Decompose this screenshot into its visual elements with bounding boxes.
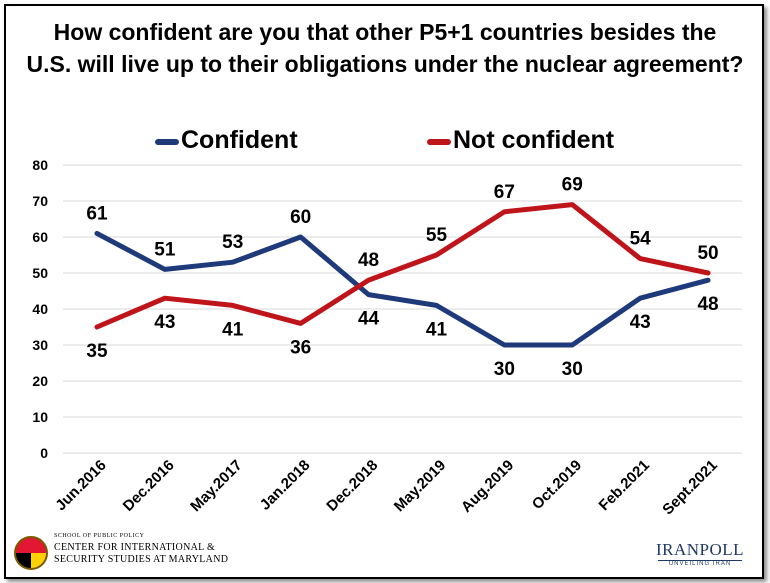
umd-center-line-1: CENTER FOR INTERNATIONAL & <box>54 542 216 553</box>
x-tick-label: Dec.2018 <box>323 457 381 515</box>
data-label-not-confident: 48 <box>358 250 379 271</box>
data-label-not-confident: 54 <box>630 229 652 250</box>
x-tick-label: Aug.2019 <box>458 457 517 516</box>
x-tick-label: Sept.2021 <box>659 457 721 519</box>
y-tick-label: 80 <box>32 157 48 173</box>
data-label-confident: 51 <box>154 239 176 260</box>
data-label-not-confident: 41 <box>222 319 244 340</box>
chart-title-line-2: U.S. will live up to their obligations u… <box>26 51 744 77</box>
y-tick-label: 10 <box>32 409 48 425</box>
data-label-not-confident: 50 <box>697 243 718 264</box>
umd-center-line-2: SECURITY STUDIES AT MARYLAND <box>54 554 229 565</box>
umd-seal-icon <box>14 536 48 570</box>
data-label-confident: 30 <box>562 359 583 380</box>
legend-label-confident: Confident <box>181 126 298 154</box>
x-tick-label: Dec.2016 <box>120 457 178 515</box>
y-tick-label: 70 <box>32 193 48 209</box>
data-label-confident: 53 <box>222 232 243 253</box>
data-label-confident: 43 <box>630 312 651 333</box>
legend-label-not-confident: Not confident <box>453 126 615 154</box>
y-tick-label: 60 <box>32 229 48 245</box>
iranpoll-name: IRANPOLL <box>655 540 745 559</box>
chart-title-line-1: How confident are you that other P5+1 co… <box>53 19 717 45</box>
data-label-confident: 48 <box>697 294 718 315</box>
data-label-not-confident: 43 <box>154 312 175 333</box>
data-label-confident: 60 <box>290 207 311 228</box>
legend-swatch-confident <box>155 139 179 145</box>
data-label-confident: 41 <box>426 319 448 340</box>
y-tick-label: 0 <box>40 445 48 461</box>
data-label-not-confident: 36 <box>290 337 311 358</box>
iranpoll-tagline: UNVEILING IRAN <box>658 560 742 567</box>
data-label-not-confident: 55 <box>426 225 448 246</box>
chart-title: How confident are you that other P5+1 co… <box>0 16 770 80</box>
y-tick-label: 40 <box>32 301 48 317</box>
x-tick-label: Jun.2016 <box>52 457 109 514</box>
chart-frame <box>4 4 764 579</box>
x-tick-label: May.2017 <box>187 457 245 515</box>
iranpoll-logo: IRANPOLL UNVEILING IRAN <box>650 540 750 567</box>
y-tick-label: 30 <box>32 337 48 353</box>
umd-cisssm-logo: SCHOOL OF PUBLIC POLICY CENTER FOR INTER… <box>14 532 254 572</box>
data-label-confident: 44 <box>358 309 380 330</box>
umd-school-label: SCHOOL OF PUBLIC POLICY <box>54 533 145 539</box>
series-line-not-confident <box>94 202 711 330</box>
data-label-not-confident: 35 <box>86 341 108 362</box>
x-tick-label: Feb.2021 <box>596 457 653 514</box>
x-tick-label: Jan.2018 <box>257 457 314 514</box>
data-label-confident: 61 <box>86 203 108 224</box>
data-label-confident: 30 <box>494 359 515 380</box>
series-line-confident <box>94 230 711 348</box>
y-tick-label: 50 <box>32 265 48 281</box>
x-tick-label: May.2019 <box>391 457 449 515</box>
x-tick-label: Oct.2019 <box>529 457 585 513</box>
legend-swatch-not-confident <box>427 139 451 145</box>
data-label-not-confident: 69 <box>562 175 583 196</box>
data-label-not-confident: 67 <box>494 182 515 203</box>
y-tick-label: 20 <box>32 373 48 389</box>
